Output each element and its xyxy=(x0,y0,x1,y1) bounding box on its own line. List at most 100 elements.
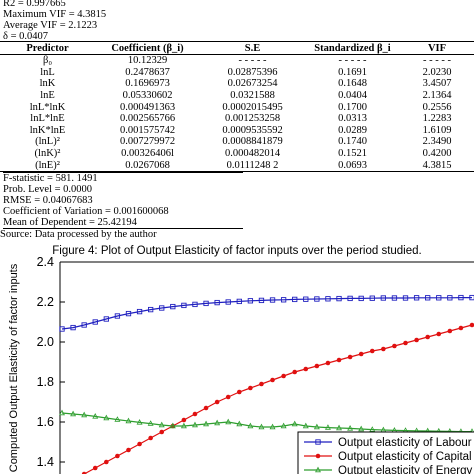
vif-cell: 2.3490 xyxy=(422,136,452,148)
se-cell: 0.000482014 xyxy=(224,148,281,160)
data-point xyxy=(280,422,287,429)
data-point xyxy=(347,354,353,360)
data-point xyxy=(303,296,309,302)
y-tick-label: 1.6 xyxy=(37,415,54,429)
header-coefficient: Coefficient (β_i) xyxy=(95,41,200,55)
legend-marker xyxy=(315,453,321,459)
se-cell: 0.0009535592 xyxy=(222,124,283,136)
data-point xyxy=(236,389,242,395)
avg-vif-line: Average VIF = 2.1223 xyxy=(3,20,98,31)
table-row: lnK 0.1696973 0.02673254 0.1648 3.4507 xyxy=(0,78,474,90)
series-2 xyxy=(81,322,474,474)
vif-cell: 4.3815 xyxy=(400,159,474,172)
standardized-cell: 0.1648 xyxy=(338,78,367,90)
predictor-cell: lnK*lnE xyxy=(29,124,66,136)
data-point xyxy=(103,414,110,421)
data-point xyxy=(92,465,98,471)
coefficient-cell: 0.2478637 xyxy=(125,66,170,78)
series-1 xyxy=(59,294,474,332)
coefficient-cell: 0.007279972 xyxy=(119,136,176,148)
regression-table: Predictor Coefficient (β_i) S.E Standard… xyxy=(0,41,474,172)
data-point xyxy=(358,425,365,432)
y-tick-label: 1.8 xyxy=(37,375,54,389)
data-point xyxy=(469,322,474,328)
table-row: lnL 0.2478637 0.02875396 0.1691 2.0230 xyxy=(0,67,474,79)
se-cell: - - - - - xyxy=(238,55,267,67)
table-row: lnK*lnE 0.001575742 0.0009535592 0.0289 1.61… xyxy=(0,125,474,137)
data-point xyxy=(258,423,265,430)
data-point xyxy=(147,306,154,313)
data-point xyxy=(414,337,419,343)
vif-cell: 0.2556 xyxy=(422,101,452,113)
r2-line: R2 = 0.997665 xyxy=(3,0,66,9)
source-note: Source: Data processed by the author xyxy=(0,229,157,240)
data-point xyxy=(336,357,342,363)
y-tick-label: 2.2 xyxy=(37,295,54,309)
standardized-cell: 0.1521 xyxy=(338,148,367,160)
data-point xyxy=(324,424,331,430)
y-tick-label: 2.4 xyxy=(37,256,54,269)
data-point xyxy=(114,416,121,422)
se-cell: 0.0321588 xyxy=(230,90,275,102)
data-point xyxy=(314,296,320,302)
data-point xyxy=(181,417,187,423)
standardized-cell: 0.0404 xyxy=(338,90,367,102)
vif-cell: 1.6109 xyxy=(422,124,452,136)
se-cell: 0.02875396 xyxy=(227,66,278,78)
data-point xyxy=(225,394,231,400)
standardized-cell: 0.0289 xyxy=(338,124,367,136)
data-point xyxy=(126,447,131,453)
data-point xyxy=(192,301,198,308)
header-predictor: Predictor xyxy=(0,41,95,55)
vif-cell: 3.4507 xyxy=(422,78,452,90)
coefficient-cell: 10.12329 xyxy=(127,55,168,67)
elasticity-chart: Computed Output Elasticity of factor inp… xyxy=(8,256,474,474)
se-cell: 0.0008841879 xyxy=(222,136,283,148)
data-point xyxy=(203,300,209,307)
data-point xyxy=(114,313,121,319)
coefficient-cell: 0.002565766 xyxy=(119,113,176,125)
data-point xyxy=(392,343,397,349)
data-point xyxy=(247,422,254,429)
predictor-cell: lnE xyxy=(40,90,55,102)
standardized-cell: 0.1700 xyxy=(338,101,367,113)
vif-cell: 1.2283 xyxy=(422,113,452,125)
table-row: (lnK)² 0.00326406l 0.000482014 0.1521 0.4200 xyxy=(0,148,474,160)
data-point xyxy=(325,360,331,366)
series-3 xyxy=(59,409,474,434)
table-header-row: Predictor Coefficient (β_i) S.E Standard… xyxy=(0,41,474,55)
data-point xyxy=(259,381,264,387)
data-point xyxy=(336,295,342,302)
coefficient-cell: 0.05330602 xyxy=(122,90,173,102)
predictor-cell: lnL xyxy=(40,66,55,78)
legend-item: Output elasticity of Capital xyxy=(304,451,472,463)
max-vif-line: Maximum VIF = 4.3815 xyxy=(3,9,107,20)
data-point xyxy=(391,295,398,301)
data-point xyxy=(225,299,231,305)
predictor-cell: (lnE)² xyxy=(0,159,95,172)
data-point xyxy=(358,351,364,357)
coefficient-cell: 0.00326406l xyxy=(121,148,174,160)
data-point xyxy=(59,326,65,332)
f-statistic-line: F-statistic = 581. 1491 xyxy=(3,172,243,184)
standardized-cell: 0.0693 xyxy=(305,159,400,172)
data-point xyxy=(258,297,265,304)
y-tick-label: 1.4 xyxy=(37,455,54,469)
legend-box xyxy=(297,431,474,474)
legend-label: Output elasticity of Capital xyxy=(338,451,472,463)
predictor-cell: lnL*lnK xyxy=(29,101,66,113)
data-point xyxy=(92,319,98,325)
mean-dependent-line: Mean of Dependent = 25.42194 xyxy=(3,217,243,229)
data-point xyxy=(148,435,153,441)
legend-marker xyxy=(315,466,321,473)
predictor-cell: lnK xyxy=(39,78,56,90)
legend-item: Output elasticity of Energy xyxy=(304,465,472,474)
data-point xyxy=(413,295,420,301)
data-point xyxy=(225,418,232,425)
standardized-cell: 0.1691 xyxy=(338,66,367,78)
table-row: (lnE)² 0.0267068 0.0111248 2 0.0693 4.3815 xyxy=(0,159,474,172)
table-row: (lnL)² 0.007279972 0.0008841879 0.1740 2.349… xyxy=(0,136,474,148)
vif-cell: - - - - - xyxy=(423,55,451,67)
data-point xyxy=(192,411,198,417)
data-point xyxy=(169,422,176,429)
